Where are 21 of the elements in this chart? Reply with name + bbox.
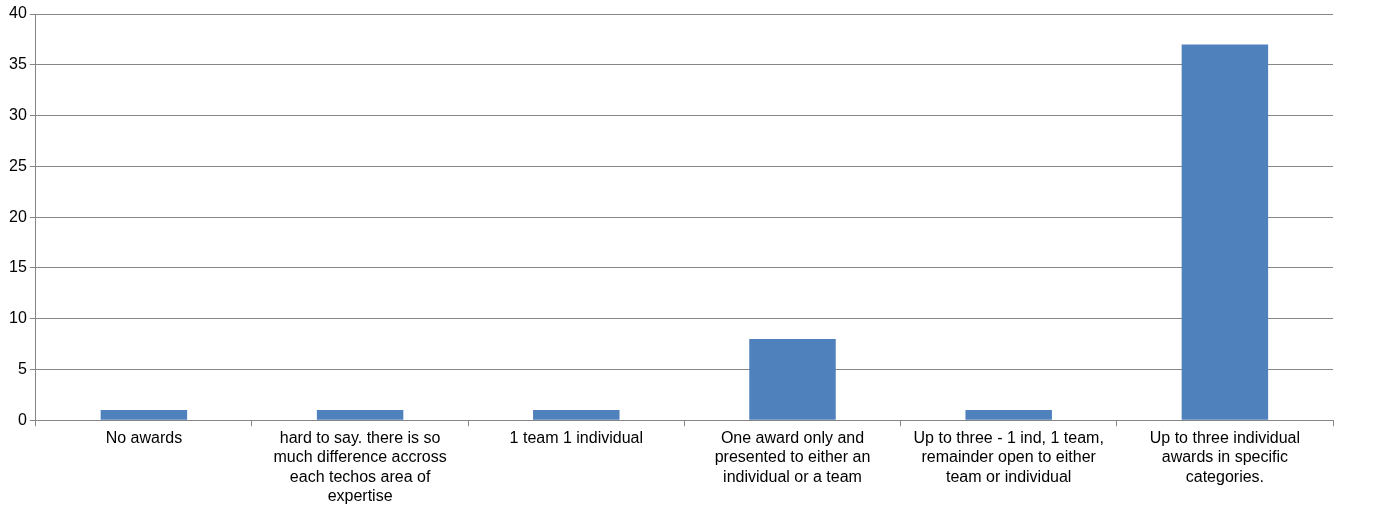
x-tick-label: One award only and presented to either an individual or a team [714, 429, 871, 485]
bar [100, 410, 188, 420]
x-tick-label: hard to say. there is so much difference accross each techos area of expertise [273, 429, 447, 504]
y-tick-label: 35 [9, 55, 27, 73]
bar [533, 410, 620, 420]
y-tick-label: 20 [9, 207, 27, 225]
x-tick-label: Up to three - 1 ind, 1 team, remainder open to either team or individual [913, 429, 1104, 485]
y-tick-label: 10 [9, 309, 27, 327]
bar [749, 338, 836, 420]
bar [1181, 44, 1269, 420]
bar [965, 410, 1052, 420]
x-tick-label: 1 team 1 individual [509, 429, 644, 447]
y-tick-label: 40 [9, 4, 27, 22]
y-tick-label: 0 [17, 410, 27, 428]
y-tick-label: 25 [9, 156, 27, 174]
y-tick-label: 15 [9, 258, 27, 276]
x-tick-label: Up to three individual awards in specific categories. [1149, 429, 1301, 485]
y-tick-label: 30 [9, 105, 27, 123]
y-tick-label: 5 [17, 359, 27, 377]
bar [316, 410, 404, 420]
x-tick-label: No awards [105, 429, 183, 447]
